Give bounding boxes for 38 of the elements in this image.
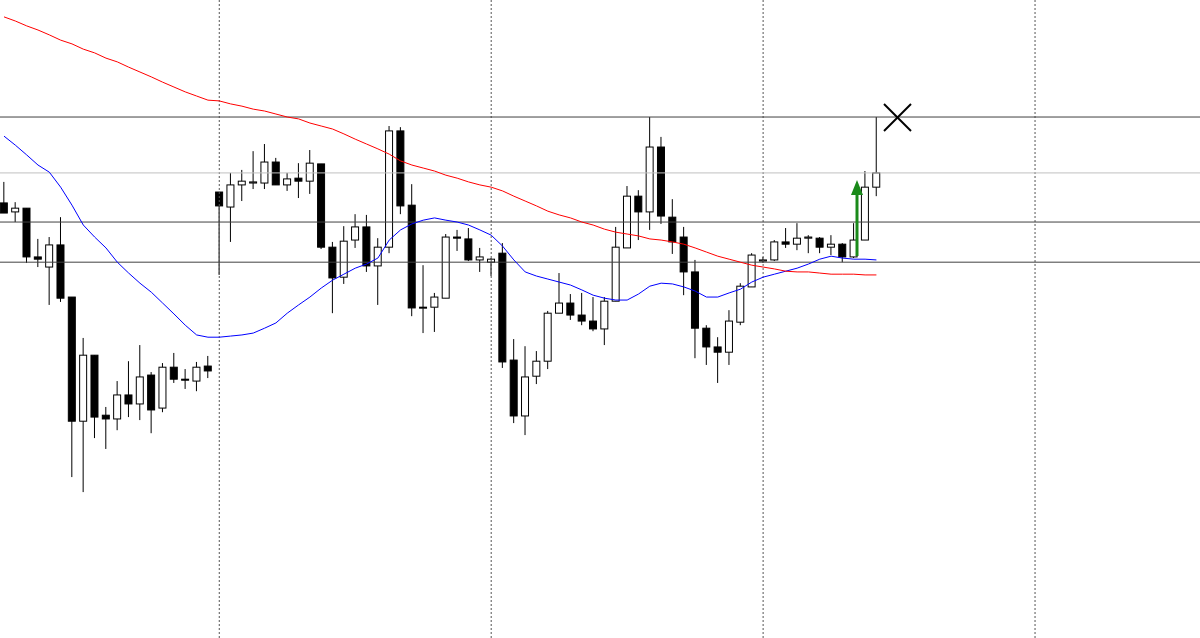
- candlestick: [713, 336, 722, 384]
- candlestick: [271, 157, 280, 186]
- candlestick: [702, 324, 711, 366]
- candlestick: [532, 350, 541, 385]
- candlestick: [283, 172, 292, 192]
- candlestick: [781, 227, 790, 249]
- candlestick: [192, 361, 201, 392]
- candlestick: [181, 368, 190, 390]
- candlestick: [11, 201, 20, 223]
- candlestick: [0, 181, 8, 214]
- candlestick: [249, 150, 258, 190]
- candlestick: [555, 272, 564, 314]
- candlestick: [351, 213, 360, 249]
- candlestick: [872, 116, 881, 197]
- candlestick: [804, 234, 813, 254]
- candlestick: [419, 264, 428, 334]
- candlestick: [45, 236, 54, 306]
- candlestick: [215, 191, 224, 276]
- candlestick: [430, 292, 439, 333]
- candlestick: [566, 293, 575, 321]
- candlestick: [792, 222, 801, 251]
- candlestick: [634, 189, 643, 241]
- candlestick: [237, 169, 246, 202]
- candlestick: [294, 162, 303, 199]
- candlestick: [33, 238, 42, 268]
- candlestick: [203, 355, 212, 379]
- candlestick: [577, 292, 586, 326]
- candlestick: [453, 229, 462, 252]
- candlestick: [169, 352, 178, 384]
- candlestick: [589, 296, 597, 332]
- candlestick: [475, 247, 484, 273]
- candlestick: [838, 242, 847, 263]
- candlestick: [124, 360, 133, 418]
- candlestick: [826, 234, 835, 256]
- candlestick: [226, 172, 235, 243]
- candlestick: [305, 149, 314, 195]
- candlestick: [101, 406, 110, 450]
- candlestick: [464, 227, 473, 262]
